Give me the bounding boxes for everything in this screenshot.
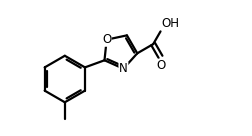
Text: O: O	[102, 33, 111, 46]
Text: N: N	[119, 62, 128, 75]
Text: O: O	[156, 59, 165, 72]
Text: OH: OH	[162, 17, 179, 30]
